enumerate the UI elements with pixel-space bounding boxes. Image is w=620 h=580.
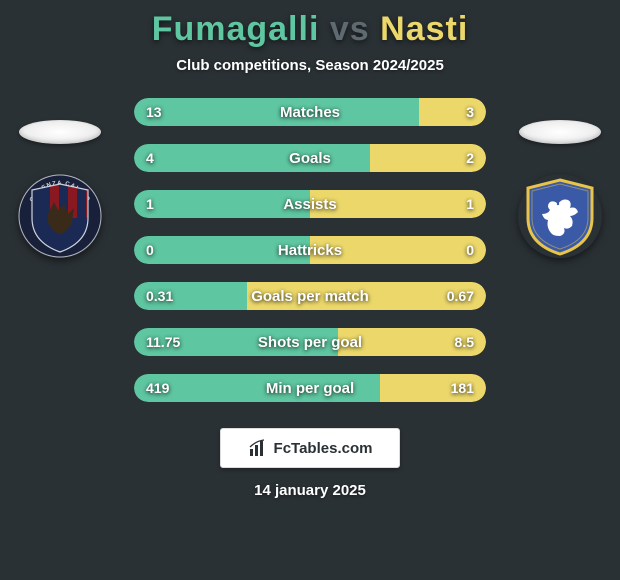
bar-label: Assists (134, 196, 486, 213)
stat-bar: 0Hattricks0 (134, 236, 486, 264)
club-crest-left: COSENZA CALCIO (18, 174, 102, 258)
fctables-logo-card[interactable]: FcTables.com (220, 428, 400, 468)
cosenza-badge-icon: COSENZA CALCIO (18, 174, 102, 258)
stat-bars: 13Matches3 4Goals2 1Assists1 0Hattricks0 0.3… (134, 98, 486, 402)
bar-value-right: 1 (466, 196, 474, 212)
stat-bar: 419Min per goal181 (134, 374, 486, 402)
player2-silhouette (519, 120, 601, 144)
page-title: Fumagalli vs Nasti (152, 10, 469, 49)
bar-label: Goals per match (134, 288, 486, 305)
logo-text: FcTables.com (274, 440, 373, 457)
bar-label: Min per goal (134, 380, 486, 397)
club-crest-right (518, 174, 602, 258)
bar-value-right: 181 (451, 380, 474, 396)
title-player1: Fumagalli (152, 10, 320, 48)
stat-bar: 1Assists1 (134, 190, 486, 218)
stat-bar: 4Goals2 (134, 144, 486, 172)
bar-label: Shots per goal (134, 334, 486, 351)
bar-value-right: 3 (466, 104, 474, 120)
title-vs: vs (330, 10, 370, 48)
date-text: 14 january 2025 (254, 482, 366, 499)
bar-chart-icon (248, 438, 268, 458)
player1-silhouette (19, 120, 101, 144)
root: Fumagalli vs Nasti Club competitions, Se… (0, 0, 620, 580)
left-column: COSENZA CALCIO (18, 120, 102, 258)
bar-value-right: 0 (466, 242, 474, 258)
stat-bar: 13Matches3 (134, 98, 486, 126)
bar-value-right: 2 (466, 150, 474, 166)
stat-bar: 11.75Shots per goal8.5 (134, 328, 486, 356)
bar-label: Hattricks (134, 242, 486, 259)
stat-bar: 0.31Goals per match0.67 (134, 282, 486, 310)
bar-value-right: 8.5 (455, 334, 474, 350)
frosinone-badge-icon (518, 174, 602, 258)
subtitle: Club competitions, Season 2024/2025 (176, 57, 444, 74)
bar-label: Matches (134, 104, 486, 121)
bar-label: Goals (134, 150, 486, 167)
right-column (518, 120, 602, 258)
title-player2: Nasti (380, 10, 468, 48)
bar-value-right: 0.67 (447, 288, 474, 304)
